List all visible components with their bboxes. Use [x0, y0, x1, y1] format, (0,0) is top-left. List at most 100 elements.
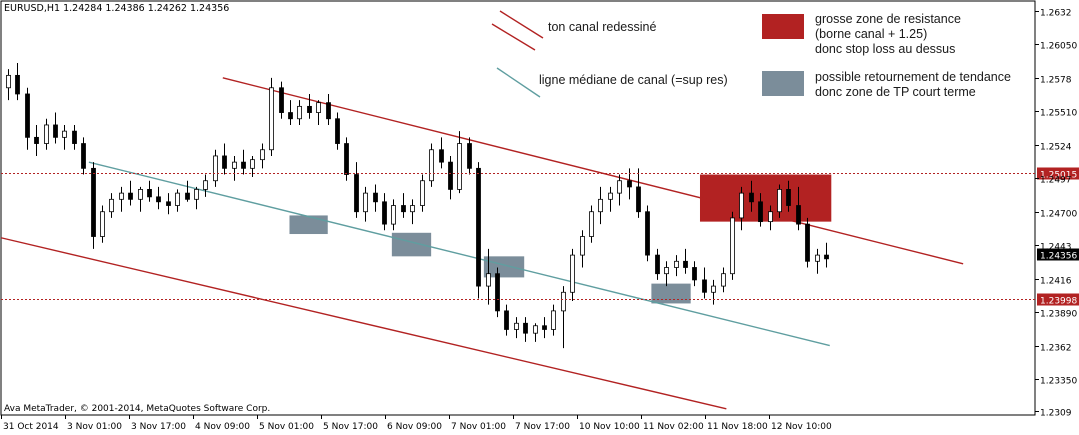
candle-body — [232, 161, 237, 169]
x-tick-label: 6 Nov 09:00 — [387, 422, 442, 432]
candle-body — [758, 201, 763, 223]
candle — [542, 317, 547, 339]
channel-lower-line — [0, 237, 727, 410]
y-tick-label: 1.26050 — [1040, 42, 1077, 52]
y-tick-label: 1.2632 — [1040, 9, 1072, 19]
candle-body — [34, 136, 39, 144]
y-tick-label: 1.2524 — [1040, 143, 1072, 153]
channel-median-line — [88, 161, 830, 347]
candle-body — [457, 143, 462, 190]
candle-body — [100, 211, 105, 237]
candle-body — [288, 112, 293, 120]
candle-body — [194, 189, 199, 200]
candle — [25, 87, 30, 150]
candle — [194, 186, 199, 210]
candle — [721, 267, 726, 293]
candle — [222, 143, 227, 175]
candle — [580, 230, 585, 268]
candle-body — [476, 167, 481, 287]
candle-body — [279, 87, 284, 113]
x-tick-label: 10 Nov 10:00 — [579, 422, 640, 432]
candle — [53, 112, 58, 144]
price-tag-label: 1.25015 — [1040, 171, 1077, 181]
candle — [570, 248, 575, 301]
candle — [730, 211, 735, 280]
candle — [156, 186, 161, 210]
candle-body — [382, 201, 387, 225]
price-tag-box — [1037, 248, 1079, 261]
price-tag-box — [1037, 293, 1079, 306]
x-tick-label: 11 Nov 02:00 — [643, 422, 704, 432]
candle — [185, 180, 190, 202]
candle-body — [636, 186, 641, 213]
candle — [645, 205, 650, 262]
x-tick-label: 3 Nov 01:00 — [67, 422, 122, 432]
candle-body — [730, 217, 735, 275]
legend-red-line-1 — [499, 10, 544, 39]
candle — [203, 174, 208, 197]
y-tick-label: 1.2309 — [1040, 409, 1072, 419]
candle-body — [664, 267, 669, 275]
candle — [297, 100, 302, 125]
candle — [702, 267, 707, 299]
candle — [363, 186, 368, 222]
legend-red-lines-text: ton canal redessiné — [548, 20, 657, 34]
legend-teal-line — [496, 67, 541, 98]
x-tick-label: 11 Nov 18:00 — [707, 422, 768, 432]
copyright-text: Ava MetaTrader, © 2001-2014, MetaQuotes … — [4, 404, 271, 414]
candles-layer — [6, 62, 829, 349]
candle-body — [44, 124, 49, 144]
candle-body — [570, 254, 575, 293]
candle — [664, 261, 669, 287]
candle — [250, 155, 255, 178]
symbol-info: EURUSD,H1 1.24284 1.24386 1.24262 1.2435… — [4, 3, 230, 14]
candle — [6, 69, 11, 101]
candle-body — [373, 192, 378, 203]
candle-body — [674, 260, 679, 268]
candle-body — [608, 192, 613, 200]
candle-body — [645, 211, 650, 256]
y-tick-label: 1.23890 — [1040, 310, 1077, 320]
candle — [429, 143, 434, 187]
candle-body — [175, 192, 180, 206]
candle — [636, 168, 641, 218]
candle — [551, 304, 556, 336]
x-tick-label: 7 Nov 17:00 — [515, 422, 570, 432]
candle-body — [768, 211, 773, 223]
candle — [420, 174, 425, 212]
x-tick-label: 12 Nov 10:00 — [771, 422, 832, 432]
price-tag-label: 1.24356 — [1040, 252, 1077, 262]
candle-body — [533, 325, 538, 334]
candle — [81, 137, 86, 175]
candle — [109, 193, 114, 218]
plot-background — [0, 0, 1036, 416]
candle — [749, 180, 754, 212]
candle — [119, 186, 124, 212]
candle-body — [486, 273, 491, 287]
x-tick-label: 7 Nov 01:00 — [451, 422, 506, 432]
candle-body — [53, 124, 58, 138]
y-tick-label: 1.23350 — [1040, 377, 1077, 387]
candle — [758, 193, 763, 227]
candle-body — [25, 93, 30, 138]
candle-body — [580, 236, 585, 256]
candle-body — [147, 189, 152, 198]
x-tick-label: 5 Nov 17:00 — [323, 422, 378, 432]
candle — [467, 137, 472, 175]
y-tick-label: 1.2443 — [1040, 243, 1072, 253]
candle-body — [495, 273, 500, 312]
reversal-zone — [651, 283, 691, 304]
candle — [326, 93, 331, 125]
reversal-zone — [391, 232, 432, 257]
x-tick-label: 5 Nov 01:00 — [259, 422, 314, 432]
candle — [288, 100, 293, 125]
candle — [655, 248, 660, 280]
candle — [815, 248, 820, 274]
candle-body — [156, 196, 161, 203]
candle — [711, 279, 716, 305]
candle-body — [316, 102, 321, 113]
candle-body — [391, 205, 396, 225]
reversal-zone — [289, 215, 328, 235]
candle-body — [448, 161, 453, 190]
candle-body — [109, 198, 114, 213]
